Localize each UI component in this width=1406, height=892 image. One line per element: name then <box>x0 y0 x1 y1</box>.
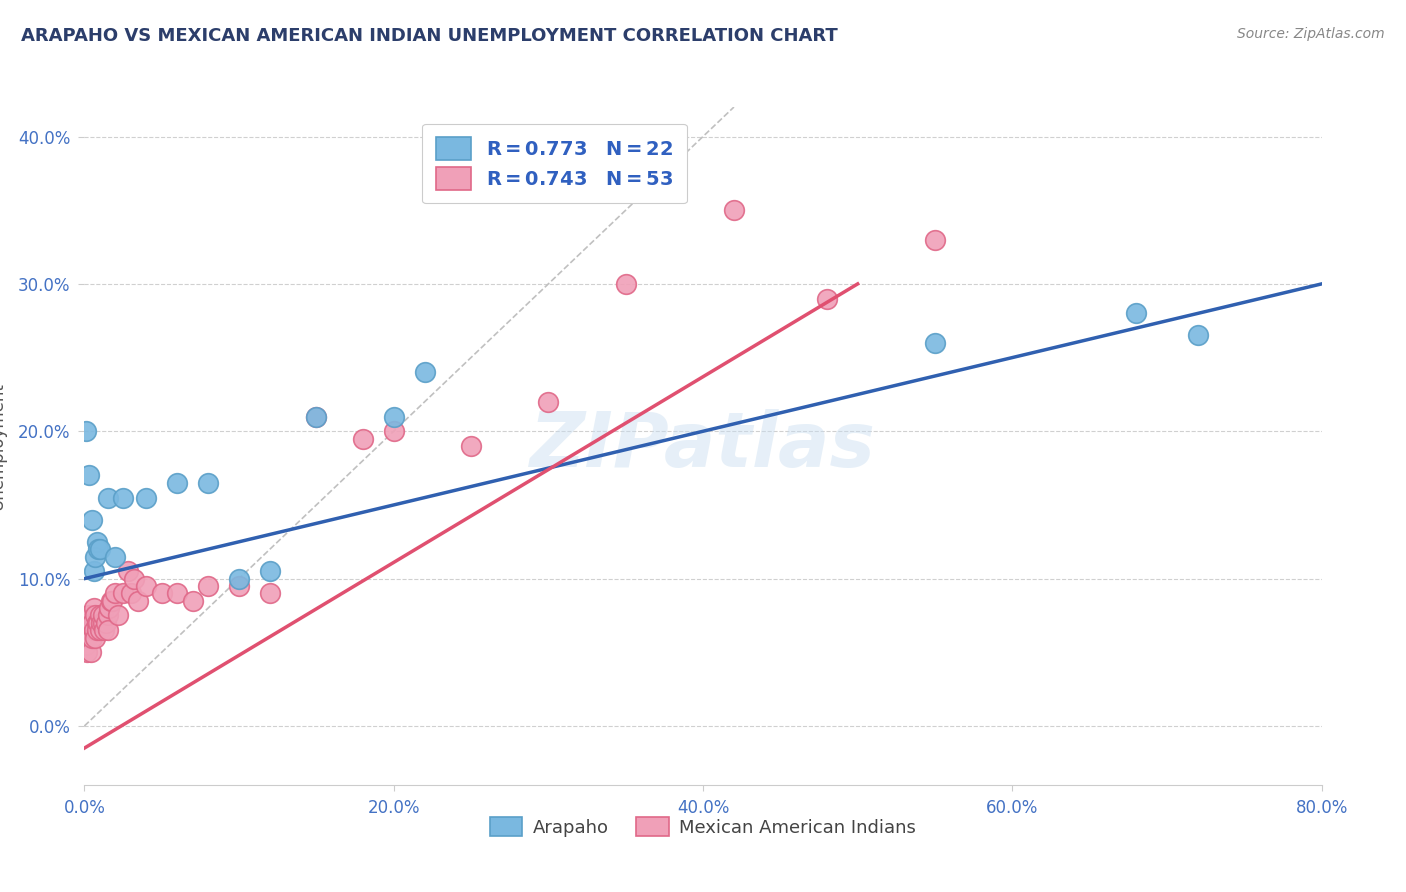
Point <box>382 424 405 438</box>
Point <box>1187 328 1209 343</box>
Point <box>259 586 281 600</box>
Point <box>91 615 114 630</box>
Point <box>75 638 97 652</box>
Point <box>89 624 111 638</box>
Point <box>89 608 111 623</box>
Point <box>305 409 328 424</box>
Point <box>120 586 142 600</box>
Point <box>76 645 98 659</box>
Point <box>94 615 117 630</box>
Point <box>104 586 127 600</box>
Point <box>96 624 118 638</box>
Point <box>305 409 328 424</box>
Point <box>89 542 111 557</box>
Point <box>84 608 107 623</box>
Point <box>96 608 118 623</box>
Point <box>924 335 946 350</box>
Point <box>723 203 745 218</box>
Point <box>86 534 108 549</box>
Point <box>127 593 149 607</box>
Point <box>122 572 145 586</box>
Point <box>382 409 405 424</box>
Point <box>197 579 219 593</box>
Point <box>135 491 157 505</box>
Point <box>460 439 482 453</box>
Point <box>90 615 112 630</box>
Point <box>112 586 135 600</box>
Point <box>197 475 219 490</box>
Point <box>815 292 838 306</box>
Point <box>79 624 101 638</box>
Point <box>104 549 127 564</box>
Point <box>352 432 374 446</box>
Point <box>107 608 129 623</box>
Point <box>83 601 105 615</box>
Point <box>112 491 135 505</box>
Point <box>87 542 110 557</box>
Point <box>87 615 110 630</box>
Point <box>77 608 100 623</box>
Point <box>84 549 107 564</box>
Point <box>166 475 188 490</box>
Point <box>413 365 436 379</box>
Point <box>93 624 115 638</box>
Point <box>96 491 118 505</box>
Legend: Arapaho, Mexican American Indians: Arapaho, Mexican American Indians <box>482 810 924 844</box>
Point <box>135 579 157 593</box>
Point <box>75 624 97 638</box>
Point <box>76 631 98 645</box>
Point <box>82 513 104 527</box>
Point <box>228 579 250 593</box>
Text: Source: ZipAtlas.com: Source: ZipAtlas.com <box>1237 27 1385 41</box>
Point <box>150 586 173 600</box>
Point <box>91 608 114 623</box>
Point <box>83 564 105 578</box>
Y-axis label: Unemployment: Unemployment <box>0 382 7 510</box>
Point <box>77 468 100 483</box>
Point <box>98 601 121 615</box>
Point <box>76 615 98 630</box>
Point <box>117 564 139 578</box>
Point <box>228 572 250 586</box>
Point <box>181 593 204 607</box>
Point <box>614 277 637 291</box>
Point <box>537 394 560 409</box>
Point <box>79 645 101 659</box>
Point <box>924 233 946 247</box>
Point <box>75 424 97 438</box>
Point <box>259 564 281 578</box>
Point <box>77 624 100 638</box>
Text: ZIPatlas: ZIPatlas <box>530 409 876 483</box>
Point <box>101 593 124 607</box>
Point <box>82 615 104 630</box>
Point <box>1125 306 1147 320</box>
Point <box>86 624 108 638</box>
Point <box>166 586 188 600</box>
Point <box>100 593 122 607</box>
Point <box>83 624 105 638</box>
Point <box>84 631 107 645</box>
Point <box>86 615 108 630</box>
Point <box>82 631 104 645</box>
Text: ARAPAHO VS MEXICAN AMERICAN INDIAN UNEMPLOYMENT CORRELATION CHART: ARAPAHO VS MEXICAN AMERICAN INDIAN UNEMP… <box>21 27 838 45</box>
